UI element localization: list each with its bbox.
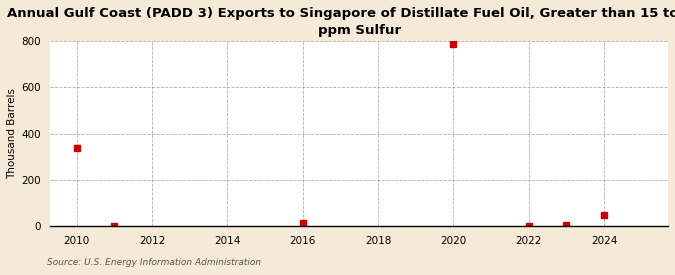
- Y-axis label: Thousand Barrels: Thousand Barrels: [7, 88, 17, 179]
- Text: Source: U.S. Energy Information Administration: Source: U.S. Energy Information Administ…: [47, 258, 261, 267]
- Title: Annual Gulf Coast (PADD 3) Exports to Singapore of Distillate Fuel Oil, Greater : Annual Gulf Coast (PADD 3) Exports to Si…: [7, 7, 675, 37]
